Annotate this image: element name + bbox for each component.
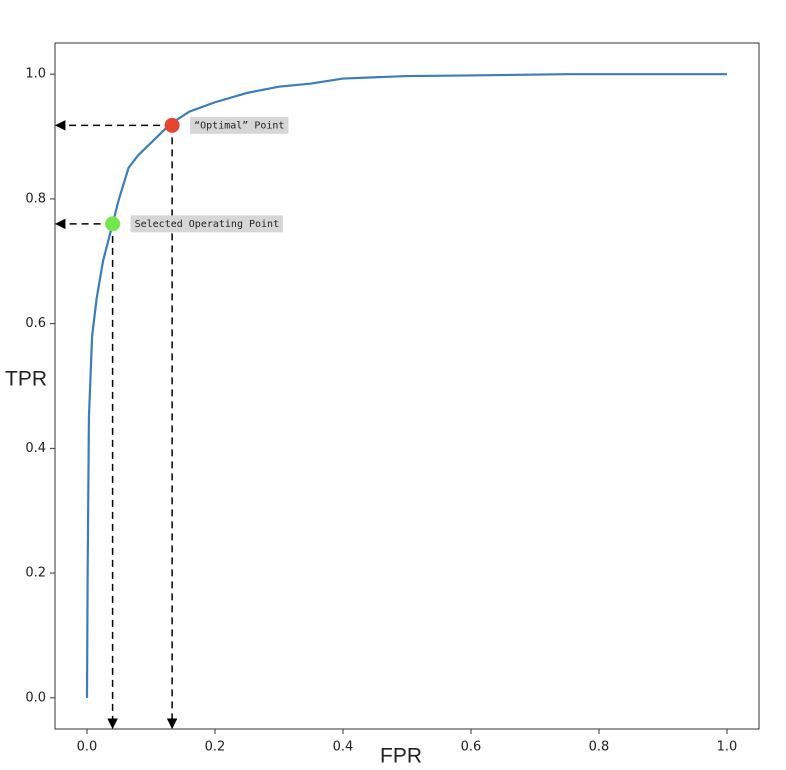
x-tick-label: 0.0 bbox=[77, 740, 98, 755]
y-tick-label: 0.2 bbox=[25, 566, 46, 581]
annotation-label: “Optimal” Point bbox=[194, 120, 284, 131]
y-tick-label: 1.0 bbox=[25, 67, 46, 82]
roc-curve bbox=[85, 73, 727, 698]
plot-frame bbox=[54, 42, 760, 730]
annotation-box bbox=[130, 215, 284, 233]
y-tick-label: 0.0 bbox=[25, 690, 46, 705]
annotation-label: Selected Operating Point bbox=[135, 219, 280, 230]
x-tick-label: 0.6 bbox=[461, 740, 482, 755]
x-tick-label: 0.8 bbox=[589, 740, 610, 755]
y-tick-label: 0.8 bbox=[25, 191, 46, 206]
x-axis-label: FPR bbox=[380, 745, 422, 768]
operating-point bbox=[105, 216, 121, 232]
operating-point bbox=[164, 117, 180, 133]
x-tick-label: 0.4 bbox=[333, 740, 354, 755]
y-tick-label: 0.4 bbox=[25, 441, 46, 456]
y-axis-label: TPR bbox=[5, 368, 47, 391]
y-tick-label: 0.6 bbox=[25, 316, 46, 331]
annotation-box bbox=[190, 116, 289, 134]
x-tick-label: 1.0 bbox=[717, 740, 738, 755]
x-tick-label: 0.2 bbox=[205, 740, 226, 755]
